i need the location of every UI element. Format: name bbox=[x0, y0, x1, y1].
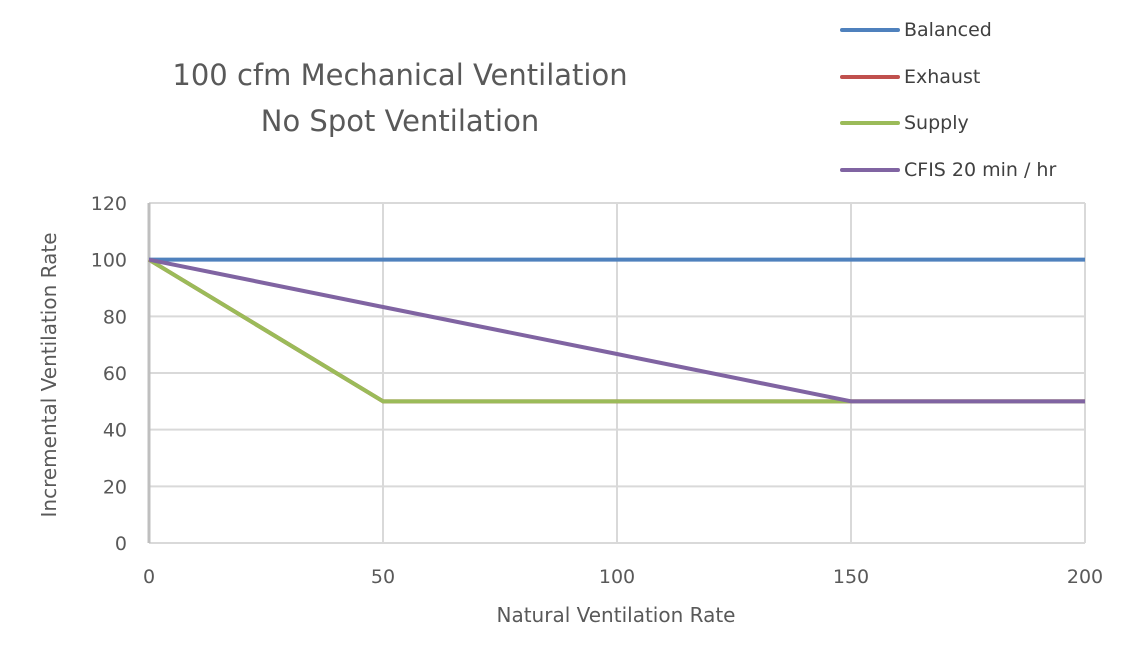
legend-label: Exhaust bbox=[904, 65, 981, 88]
legend-swatch bbox=[840, 74, 900, 79]
x-tick-label: 50 bbox=[371, 566, 395, 588]
x-axis-label: Natural Ventilation Rate bbox=[497, 603, 736, 627]
legend-item: CFIS 20 min / hr bbox=[840, 158, 1056, 182]
legend-swatch bbox=[840, 28, 900, 32]
legend-swatch bbox=[840, 167, 900, 172]
y-tick-label: 20 bbox=[103, 476, 127, 498]
chart-title: 100 cfm Mechanical Ventilation bbox=[172, 58, 628, 92]
y-tick-label: 40 bbox=[103, 420, 127, 442]
x-tick-label: 0 bbox=[143, 566, 155, 588]
y-tick-label: 80 bbox=[103, 306, 127, 328]
legend-label: Supply bbox=[904, 112, 969, 134]
legend-swatch bbox=[840, 121, 900, 125]
legend-item: Supply bbox=[840, 111, 969, 135]
legend-item: Balanced bbox=[840, 18, 992, 42]
y-axis-label: Incremental Ventilation Rate bbox=[37, 233, 61, 518]
x-tick-label: 200 bbox=[1067, 566, 1103, 588]
legend-label: CFIS 20 min / hr bbox=[904, 158, 1057, 181]
y-tick-label: 100 bbox=[91, 250, 127, 272]
x-tick-label: 150 bbox=[833, 566, 869, 588]
y-tick-label: 60 bbox=[103, 363, 127, 385]
legend-item: Exhaust bbox=[840, 65, 980, 89]
series-line-cfis-20-min-hr bbox=[148, 257, 1085, 404]
y-tick-label: 120 bbox=[91, 193, 127, 215]
x-tick-label: 100 bbox=[599, 566, 635, 588]
legend-label: Balanced bbox=[904, 19, 992, 41]
chart-subtitle: No Spot Ventilation bbox=[260, 104, 540, 138]
y-tick-label: 0 bbox=[115, 533, 127, 555]
